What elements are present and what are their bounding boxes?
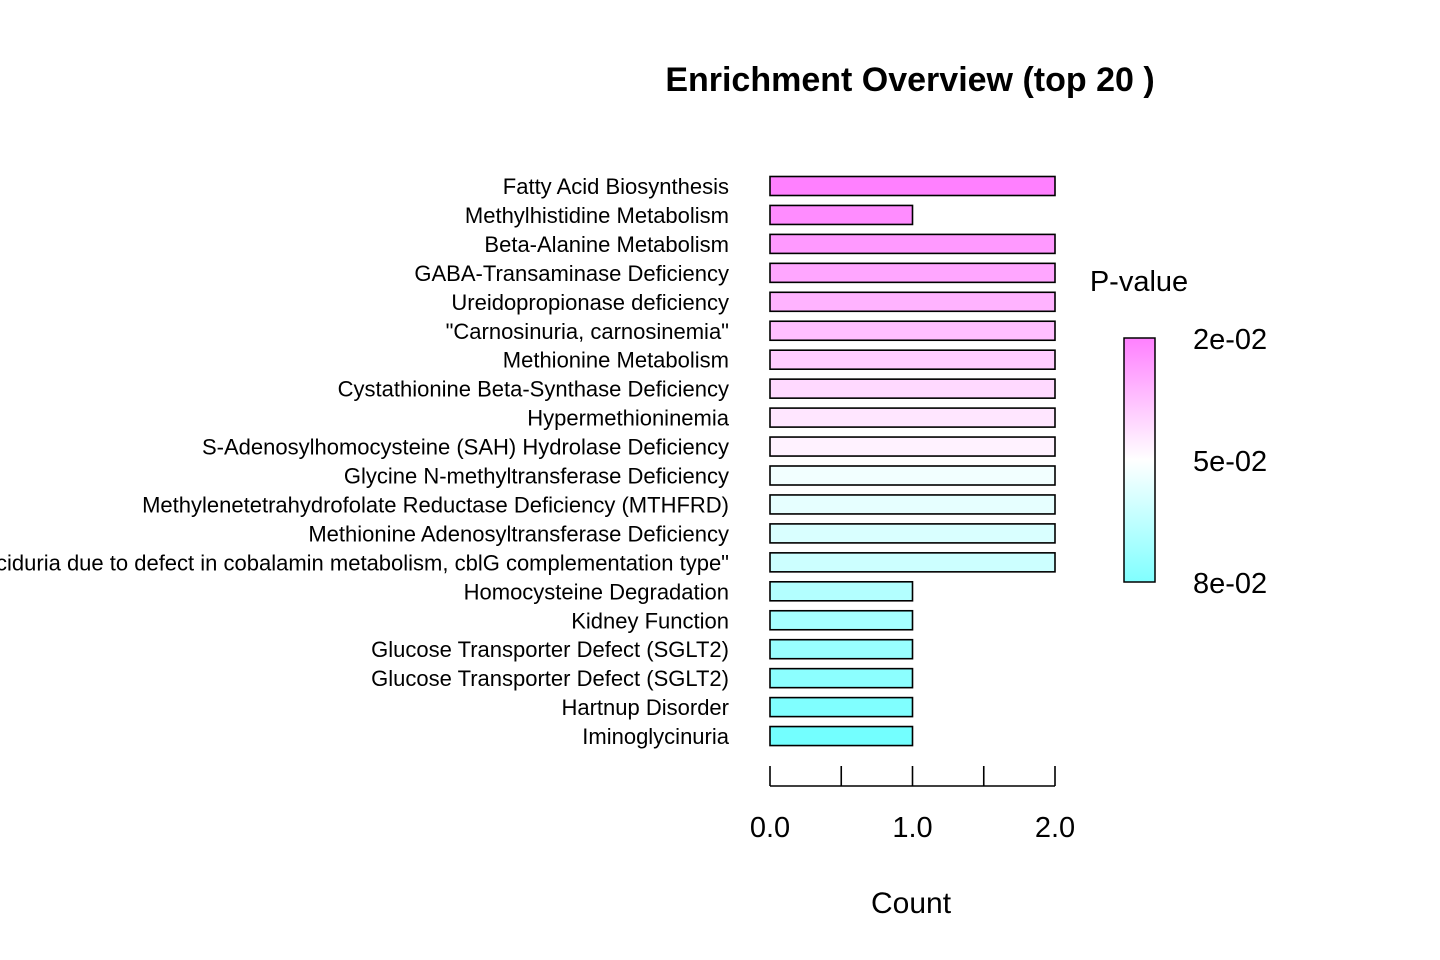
bar: [769, 378, 1056, 399]
bar: [769, 262, 1056, 284]
category-labels: Fatty Acid Biosynthesis Methylhistidine M…: [0, 174, 730, 749]
bar: [769, 552, 1056, 573]
bar: [769, 523, 1056, 544]
x-tick-label: 2.0: [1035, 812, 1075, 844]
category-label: S-Adenosylhomocysteine (SAH) Hydrolase D…: [202, 435, 729, 460]
bar: [769, 291, 1056, 313]
x-axis: 0.0 1.0 2.0: [750, 766, 1075, 844]
category-label: "Methylmalonic aciduria due to defect in…: [0, 550, 729, 575]
bar: [769, 580, 914, 602]
category-label: Beta-Alanine Metabolism: [484, 232, 729, 257]
category-label: Glycine N-methyltransferase Deficiency: [344, 464, 729, 489]
category-label: Iminoglycinuria: [582, 724, 729, 749]
category-label: Kidney Function: [571, 608, 729, 633]
bars: [769, 175, 1056, 747]
category-label: Homocysteine Degradation: [464, 579, 729, 604]
bar: [769, 667, 914, 689]
legend-labels: 2e-02 5e-02 8e-02: [1193, 324, 1267, 600]
bar: [769, 696, 914, 718]
bar: [769, 204, 914, 226]
category-label: Fatty Acid Biosynthesis: [503, 174, 729, 199]
bar: [769, 175, 1056, 197]
bar: [769, 725, 914, 747]
pvalue-legend: P-value 2e-02 5e-02 8e-02: [1090, 266, 1267, 600]
category-label: Ureidopropionase deficiency: [451, 290, 729, 315]
bar: [769, 465, 1056, 486]
category-label: Methylenetetrahydrofolate Reductase Defi…: [142, 492, 729, 517]
bar: [769, 320, 1056, 342]
category-label: Glucose Transporter Defect (SGLT2): [371, 666, 729, 691]
bar: [769, 494, 1056, 515]
x-axis-label: Count: [871, 887, 952, 920]
category-label: Hypermethioninemia: [527, 406, 730, 431]
x-tick-label: 1.0: [892, 812, 932, 844]
bar: [769, 638, 914, 660]
category-label: Hartnup Disorder: [561, 695, 729, 720]
category-label: Cystathionine Beta-Synthase Deficiency: [338, 377, 729, 402]
x-tick-label: 0.0: [750, 812, 790, 844]
category-label: Glucose Transporter Defect (SGLT2): [371, 637, 729, 662]
category-label: Methionine Metabolism: [503, 348, 729, 373]
category-label: GABA-Transaminase Deficiency: [414, 261, 729, 286]
category-label: Methylhistidine Metabolism: [465, 203, 729, 228]
chart-title: Enrichment Overview (top 20 ): [665, 61, 1154, 99]
legend-label: 2e-02: [1193, 324, 1267, 356]
category-label: Methionine Adenosyltransferase Deficienc…: [308, 521, 729, 546]
bar: [769, 609, 914, 631]
legend-label: 8e-02: [1193, 568, 1267, 600]
category-label: "Carnosinuria, carnosinemia": [446, 319, 729, 344]
legend-color-bar: [1123, 337, 1156, 583]
bar: [769, 407, 1056, 428]
bar: [769, 436, 1056, 457]
bar: [769, 349, 1056, 371]
legend-label: 5e-02: [1193, 446, 1267, 478]
legend-title: P-value: [1090, 266, 1188, 298]
bar: [769, 233, 1056, 255]
